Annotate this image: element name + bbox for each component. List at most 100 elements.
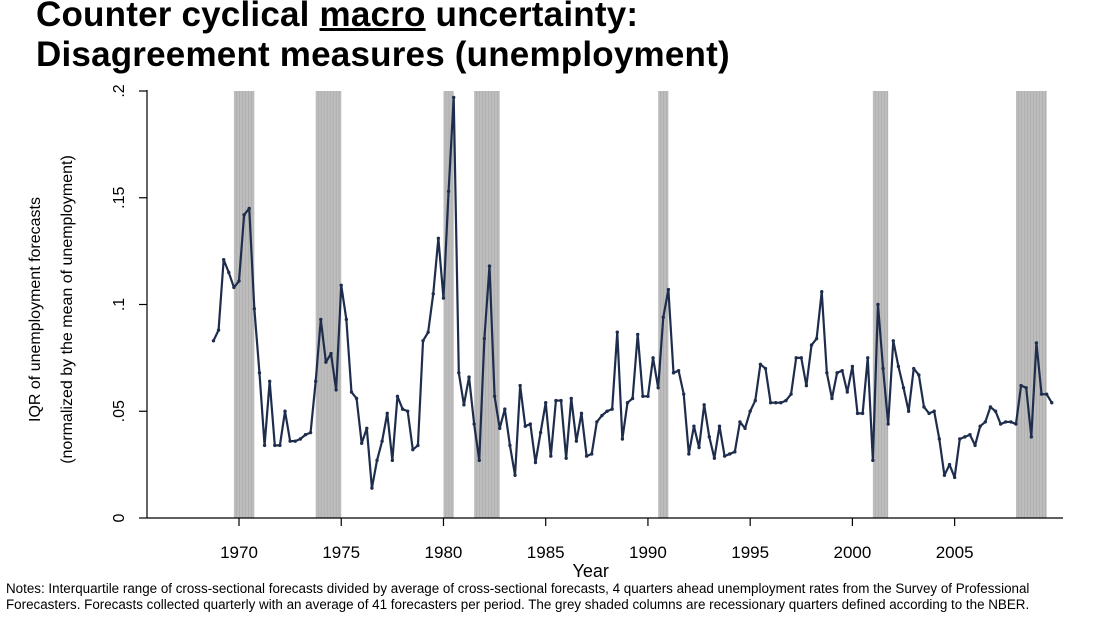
data-point [426,330,430,334]
data-point [952,475,957,480]
data-point [799,356,803,360]
data-point [395,394,400,399]
data-point [733,450,737,454]
data-point [932,409,936,413]
data-point [390,458,395,463]
data-point [748,409,752,413]
data-point [784,398,788,403]
data-point [692,424,696,428]
data-point [549,454,553,458]
chart-title-line-1: Counter cyclical macro uncertainty: [36,0,638,33]
data-point [579,411,584,416]
data-point [656,386,660,390]
data-point [912,366,916,371]
data-point [794,356,798,360]
data-point [518,383,522,388]
data-point [958,437,962,441]
data-point [758,362,763,366]
data-point [676,368,681,373]
data-point [216,328,221,332]
data-point [528,422,533,426]
data-point [319,317,323,322]
data-point [722,454,727,458]
data-point [947,462,952,467]
title-text-start: Counter cyclical [36,0,320,34]
data-point [400,407,405,411]
data-point [753,398,757,403]
data-point [421,339,425,343]
data-point [538,430,543,435]
data-point [814,336,819,341]
data-point [1034,341,1039,345]
x-tick-label: 1990 [629,543,667,562]
data-point [273,443,277,448]
data-point [227,270,231,275]
data-point [385,411,389,416]
x-tick-label: 1995 [731,543,769,562]
x-axis-title: Year [573,561,609,580]
data-point [457,371,461,375]
chart-canvas: 0 .05 .1 .15 .2 1970 1975 1980 1985 1990 1995 2000 2… [27,84,1063,580]
y-tick-label: .2 [111,84,128,97]
data-point [671,371,676,375]
data-point [615,330,619,334]
data-point [620,437,625,441]
data-point [804,383,809,388]
data-point [569,396,573,401]
data-point [462,403,466,407]
data-point [891,339,895,343]
data-point [487,264,492,268]
data-point [687,452,691,456]
data-point [293,439,297,443]
data-point [774,401,778,405]
x-tick-label: 1975 [322,543,360,562]
data-point [451,95,456,100]
data-point [411,447,415,452]
data-point [232,285,236,290]
data-point [482,336,487,341]
series-layer [211,95,1054,490]
data-point [942,473,947,477]
data-point [881,366,885,371]
data-point [825,371,829,375]
data-point [610,407,614,411]
data-point [998,422,1003,426]
data-point [477,458,481,463]
data-point [303,433,308,437]
data-point [850,364,855,369]
data-point [267,379,272,384]
data-point [789,392,793,396]
data-point [354,396,359,401]
data-point [763,366,768,371]
data-point [743,426,747,431]
data-point [728,452,732,456]
data-point [906,409,911,413]
y-tick-label: .1 [111,298,128,311]
data-point [359,441,364,445]
data-point [860,411,865,416]
recession-band-5 [658,91,669,518]
data-point [252,307,257,311]
axes-layer [139,90,1063,526]
data-point [1039,392,1044,396]
data-point [901,386,906,390]
data-point [211,339,216,343]
data-point [498,426,502,431]
data-point [242,213,246,217]
x-tick-label: 1970 [220,543,258,562]
data-point [288,439,292,443]
data-point [866,356,870,360]
data-point [329,351,333,356]
x-tick-label: 1980 [425,543,463,562]
data-point [835,371,839,375]
y-tick-label: .15 [111,187,128,209]
data-point [324,360,328,364]
data-point [712,456,717,460]
data-point [605,409,609,413]
data-point [600,413,604,418]
data-point [630,396,635,401]
data-point [988,405,993,409]
data-point [262,443,267,448]
data-point [559,398,563,403]
recession-band-1 [233,91,255,518]
